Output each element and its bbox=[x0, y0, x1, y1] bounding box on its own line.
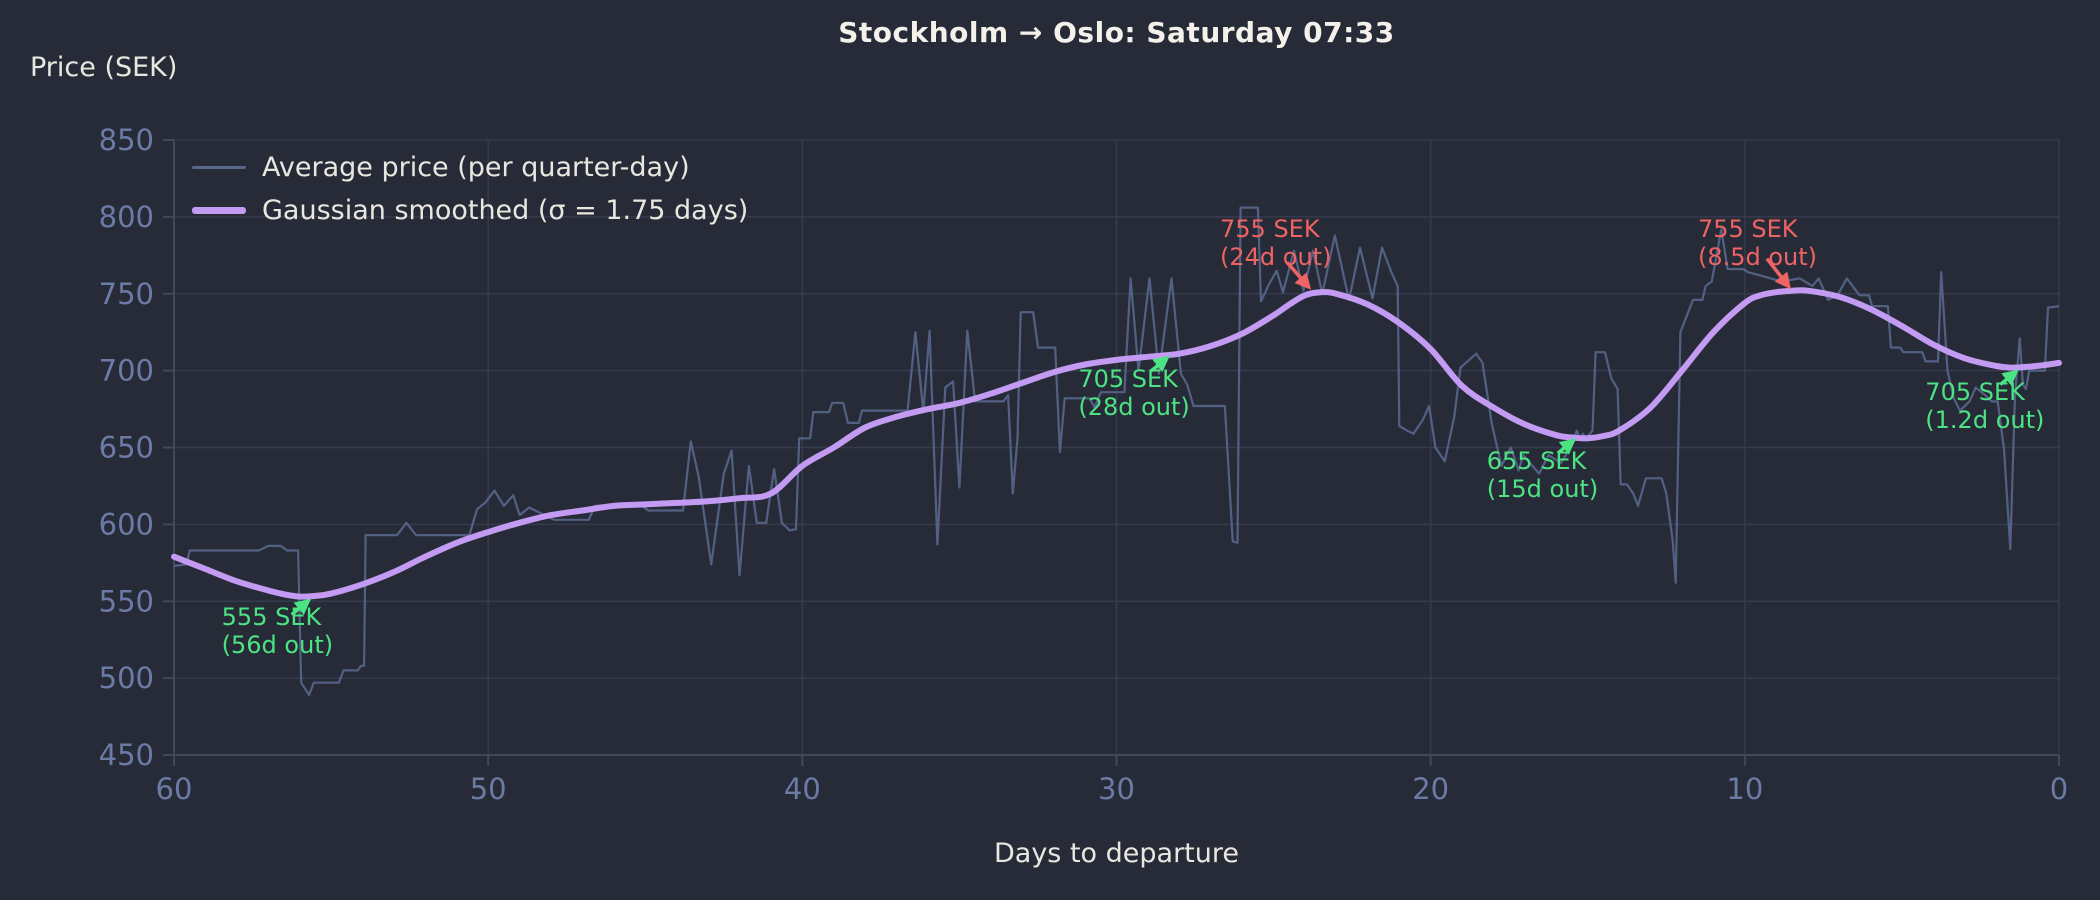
annotation-arrow-min-(1.2d out) bbox=[1999, 369, 2019, 386]
x-tick-label-0: 0 bbox=[2050, 772, 2068, 806]
annotation-label-min-(56d out): 555 SEK (56d out) bbox=[221, 602, 334, 659]
x-tick-label-50: 50 bbox=[470, 772, 507, 806]
y-tick-label-750: 750 bbox=[99, 277, 154, 311]
annotation-label-max-(8.5d out): 755 SEK (8.5d out) bbox=[1697, 214, 1818, 271]
x-tick-label-10: 10 bbox=[1726, 772, 1763, 806]
y-tick-label-850: 850 bbox=[99, 123, 154, 157]
legend-swatch-smoothed-line bbox=[192, 207, 246, 214]
annotation-label-min-(28d out): 705 SEK (28d out) bbox=[1078, 364, 1190, 421]
y-tick-label-450: 450 bbox=[99, 738, 154, 772]
annotation-arrow-max-(8.5d out) bbox=[1765, 257, 1791, 290]
x-tick-label-20: 20 bbox=[1412, 772, 1449, 806]
annotation-label-min-(1.2d out): 705 SEK (1.2d out) bbox=[1925, 377, 2045, 434]
y-axis-title: Price (SEK) bbox=[30, 52, 178, 83]
annotation-arrow-min-(56d out) bbox=[290, 598, 312, 616]
y-tick-label-550: 550 bbox=[99, 584, 154, 618]
y-tick-label-600: 600 bbox=[99, 507, 154, 541]
x-axis-title: Days to departure bbox=[993, 838, 1239, 869]
y-tick-label-700: 700 bbox=[99, 354, 154, 388]
legend: Average price (per quarter-day) Gaussian… bbox=[192, 146, 748, 232]
x-tick-label-30: 30 bbox=[1098, 772, 1135, 806]
x-tick-label-60: 60 bbox=[156, 772, 193, 806]
legend-label-smoothed: Gaussian smoothed (σ = 1.75 days) bbox=[262, 195, 749, 226]
x-tick-label-40: 40 bbox=[784, 772, 821, 806]
annotation-arrow-min-(28d out) bbox=[1150, 355, 1170, 373]
annotation-label-min-(15d out): 655 SEK (15d out) bbox=[1486, 447, 1599, 504]
chart-title: Stockholm → Oslo: Saturday 07:33 bbox=[838, 16, 1395, 49]
series-smoothed-line bbox=[171, 287, 2062, 600]
legend-item-raw: Average price (per quarter-day) bbox=[192, 146, 748, 189]
legend-label-raw: Average price (per quarter-day) bbox=[262, 152, 690, 183]
legend-item-smoothed: Gaussian smoothed (σ = 1.75 days) bbox=[192, 189, 748, 232]
annotation-arrow-max-(24d out) bbox=[1285, 261, 1312, 290]
legend-swatch-raw-line bbox=[192, 166, 246, 169]
y-tick-label-500: 500 bbox=[99, 661, 154, 695]
y-tick-label-800: 800 bbox=[99, 200, 154, 234]
y-tick-label-650: 650 bbox=[99, 431, 154, 465]
annotation-arrow-min-(15d out) bbox=[1556, 438, 1577, 455]
annotation-label-max-(24d out): 755 SEK (24d out) bbox=[1220, 215, 1332, 272]
